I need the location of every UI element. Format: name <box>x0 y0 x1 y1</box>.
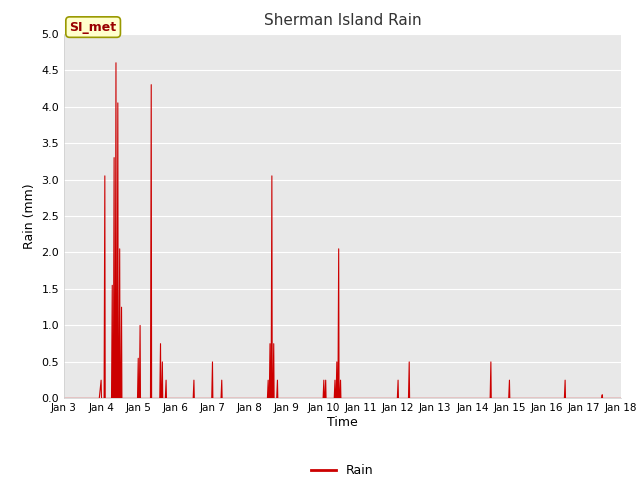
Rain <box>617 396 625 401</box>
Rain <box>319 396 327 401</box>
Y-axis label: Rain (mm): Rain (mm) <box>23 183 36 249</box>
Rain <box>136 396 143 401</box>
Legend: Rain: Rain <box>306 459 379 480</box>
Rain <box>561 396 568 401</box>
Text: SI_met: SI_met <box>70 21 116 34</box>
X-axis label: Time: Time <box>327 416 358 429</box>
Rain <box>111 396 118 401</box>
Rain <box>60 396 68 401</box>
Line: Rain: Rain <box>64 63 621 398</box>
Rain <box>112 60 120 66</box>
Rain <box>209 396 217 401</box>
Rain <box>330 396 338 401</box>
Title: Sherman Island Rain: Sherman Island Rain <box>264 13 421 28</box>
